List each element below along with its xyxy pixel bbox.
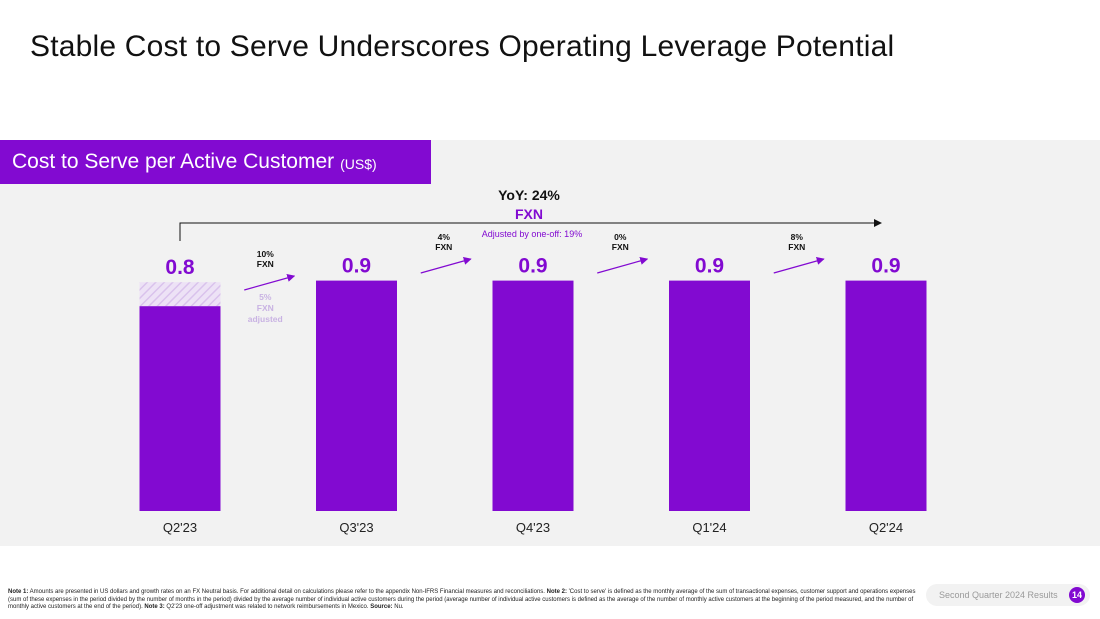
note2-label: Note 2: [546,589,567,595]
growth-arrow-label: FXN [435,242,452,252]
chart-header-unit: (US$) [340,156,377,172]
growth-arrow-pct: 0% [614,232,627,242]
source-label: Source: [370,604,393,610]
page-number: 14 [1069,587,1085,603]
adjusted-annotation-text: FXN [257,303,274,313]
note1-text: Amounts are presented in US dollars and … [28,589,547,595]
page-title: Stable Cost to Serve Underscores Operati… [30,30,895,63]
bar [845,280,927,511]
yoy-label: YoY: 24% [498,187,560,203]
category-label: Q2'24 [869,520,903,535]
growth-arrow-label: FXN [612,242,629,252]
growth-arrow [773,257,825,274]
chart-header: Cost to Serve per Active Customer (US$) [0,140,431,184]
growth-arrow-pct: 10% [257,249,274,259]
growth-arrow [244,274,296,291]
value-label: 0.9 [695,255,724,278]
growth-arrow-pct: 4% [438,232,451,242]
source-text: Nu. [392,604,404,610]
growth-arrow [597,257,649,274]
yoy-annotation: YoY: 24% FXN Adjusted by one-off: 19% [179,187,882,241]
growth-arrow [420,257,472,274]
growth-arrow-label: FXN [257,259,274,269]
bar [492,280,574,511]
bar [139,306,221,511]
note1-label: Note 1: [8,589,29,595]
adjusted-annotation-text: 5% [259,292,272,302]
growth-arrow-label: FXN [788,242,805,252]
growth-arrow-pct: 8% [791,232,804,242]
category-label: Q3'23 [339,520,373,535]
adjusted-hatch-segment [139,282,221,307]
adjusted-annotation-text: adjusted [248,314,283,324]
category-label: Q2'23 [163,520,197,535]
note3-text: Q2'23 one-off adjustment was related to … [164,604,371,610]
note2-text: 'Cost to serve' is defined as the monthl… [8,589,916,610]
value-label: 0.9 [871,255,900,278]
bar [316,280,397,511]
value-label: 0.9 [518,255,547,278]
bar [669,280,750,511]
yoy-basis: FXN [515,206,543,222]
yoy-bracket-line [179,219,882,241]
bar-chart: YoY: 24% FXN Adjusted by one-off: 19% 0.… [139,187,927,535]
footer-label: Second Quarter 2024 Results [939,590,1058,600]
category-label: Q4'23 [516,520,550,535]
yoy-adjusted: Adjusted by one-off: 19% [482,229,582,239]
footer-pill: Second Quarter 2024 Results 14 [926,584,1090,606]
bars-group: 0.8 Q2'23 0.9 Q3'23 0.9 Q4'23 0.9 Q1'24 0.9 Q2'24 [139,255,927,535]
value-label: 0.9 [342,255,371,278]
chart-header-title: Cost to Serve per Active Customer [12,150,335,173]
note3-label: Note 3: [144,604,165,610]
category-label: Q1'24 [692,520,726,535]
value-label: 0.8 [165,256,195,279]
footnote: Note 1: Amounts are presented in US doll… [8,589,916,612]
